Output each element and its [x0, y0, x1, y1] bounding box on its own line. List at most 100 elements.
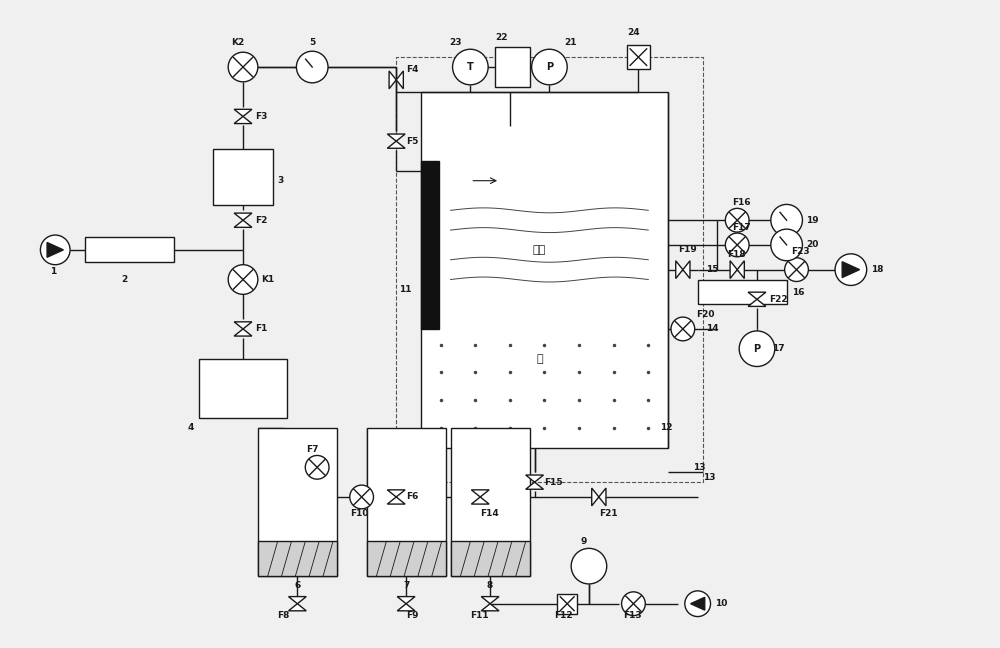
Polygon shape — [288, 604, 306, 611]
Text: 17: 17 — [772, 344, 784, 353]
Bar — [451, 542, 530, 576]
Text: F4: F4 — [406, 65, 419, 75]
Polygon shape — [389, 71, 396, 89]
Circle shape — [685, 591, 711, 616]
Polygon shape — [288, 597, 306, 604]
Text: 海水: 海水 — [533, 245, 546, 255]
Bar — [451, 428, 530, 576]
Circle shape — [296, 51, 328, 83]
Text: F5: F5 — [406, 137, 418, 146]
Text: 3: 3 — [278, 176, 284, 185]
Text: 21: 21 — [564, 38, 577, 47]
Polygon shape — [387, 134, 405, 141]
Polygon shape — [730, 260, 737, 279]
Text: 15: 15 — [706, 265, 718, 274]
Text: F7: F7 — [306, 445, 318, 454]
Text: K1: K1 — [261, 275, 274, 284]
Text: 4: 4 — [187, 423, 194, 432]
Circle shape — [785, 258, 808, 281]
Text: F2: F2 — [255, 216, 267, 225]
Text: F17: F17 — [732, 223, 751, 231]
Circle shape — [671, 317, 695, 341]
Bar — [557, 594, 577, 614]
Bar — [367, 542, 446, 576]
Text: F3: F3 — [255, 112, 267, 121]
Text: 泥: 泥 — [536, 354, 543, 364]
Text: F19: F19 — [678, 246, 697, 255]
Polygon shape — [748, 292, 766, 299]
Bar — [258, 428, 337, 576]
Text: 23: 23 — [449, 38, 462, 47]
Polygon shape — [691, 597, 705, 610]
Text: 1: 1 — [50, 267, 56, 276]
Text: 16: 16 — [792, 288, 804, 297]
Polygon shape — [234, 110, 252, 117]
Text: 5: 5 — [309, 38, 315, 47]
Text: F6: F6 — [406, 492, 418, 502]
Text: P: P — [546, 62, 553, 72]
Circle shape — [835, 254, 867, 286]
Circle shape — [771, 204, 802, 236]
Bar — [367, 428, 446, 576]
Text: F9: F9 — [406, 611, 419, 620]
Text: 13: 13 — [693, 463, 705, 472]
Polygon shape — [47, 242, 63, 257]
Text: F23: F23 — [792, 248, 810, 257]
Text: 13: 13 — [703, 472, 715, 481]
Polygon shape — [234, 322, 252, 329]
Text: 8: 8 — [487, 581, 493, 590]
Circle shape — [725, 233, 749, 257]
Polygon shape — [481, 597, 499, 604]
Polygon shape — [842, 262, 860, 277]
Polygon shape — [526, 475, 543, 482]
Text: F20: F20 — [696, 310, 714, 319]
Circle shape — [725, 209, 749, 232]
Circle shape — [532, 49, 567, 85]
Circle shape — [40, 235, 70, 264]
Text: P: P — [753, 343, 761, 354]
Text: 6: 6 — [294, 581, 301, 590]
Bar — [213, 149, 273, 205]
Bar — [698, 279, 787, 304]
Bar — [421, 92, 668, 448]
Circle shape — [622, 592, 645, 616]
Text: 18: 18 — [871, 265, 883, 274]
Bar — [421, 161, 439, 329]
Polygon shape — [676, 260, 683, 279]
Text: 22: 22 — [495, 33, 508, 42]
Text: F15: F15 — [544, 478, 563, 487]
Text: 12: 12 — [660, 423, 673, 432]
Bar — [258, 542, 337, 576]
Text: T: T — [467, 62, 474, 72]
Text: K2: K2 — [231, 38, 245, 47]
Text: 10: 10 — [715, 599, 728, 608]
Polygon shape — [397, 597, 415, 604]
Text: F11: F11 — [470, 611, 489, 620]
Polygon shape — [471, 490, 489, 497]
Polygon shape — [234, 220, 252, 227]
Polygon shape — [234, 117, 252, 124]
Circle shape — [453, 49, 488, 85]
Text: F10: F10 — [350, 509, 368, 518]
Polygon shape — [234, 329, 252, 336]
Polygon shape — [599, 488, 606, 506]
Text: 9: 9 — [581, 537, 587, 546]
Text: F18: F18 — [727, 250, 746, 259]
Polygon shape — [387, 490, 405, 497]
Circle shape — [771, 229, 802, 260]
Circle shape — [571, 548, 607, 584]
Text: 2: 2 — [121, 275, 128, 284]
Text: 20: 20 — [806, 240, 819, 249]
Text: F8: F8 — [278, 611, 290, 620]
Bar — [627, 45, 650, 69]
Bar — [199, 358, 287, 418]
Text: F16: F16 — [732, 198, 751, 207]
Text: 19: 19 — [806, 216, 819, 225]
Bar — [495, 47, 530, 87]
Text: 14: 14 — [706, 325, 718, 334]
Text: 24: 24 — [627, 28, 640, 37]
Text: F22: F22 — [769, 295, 787, 304]
Polygon shape — [526, 482, 543, 489]
Circle shape — [350, 485, 373, 509]
Polygon shape — [737, 260, 744, 279]
